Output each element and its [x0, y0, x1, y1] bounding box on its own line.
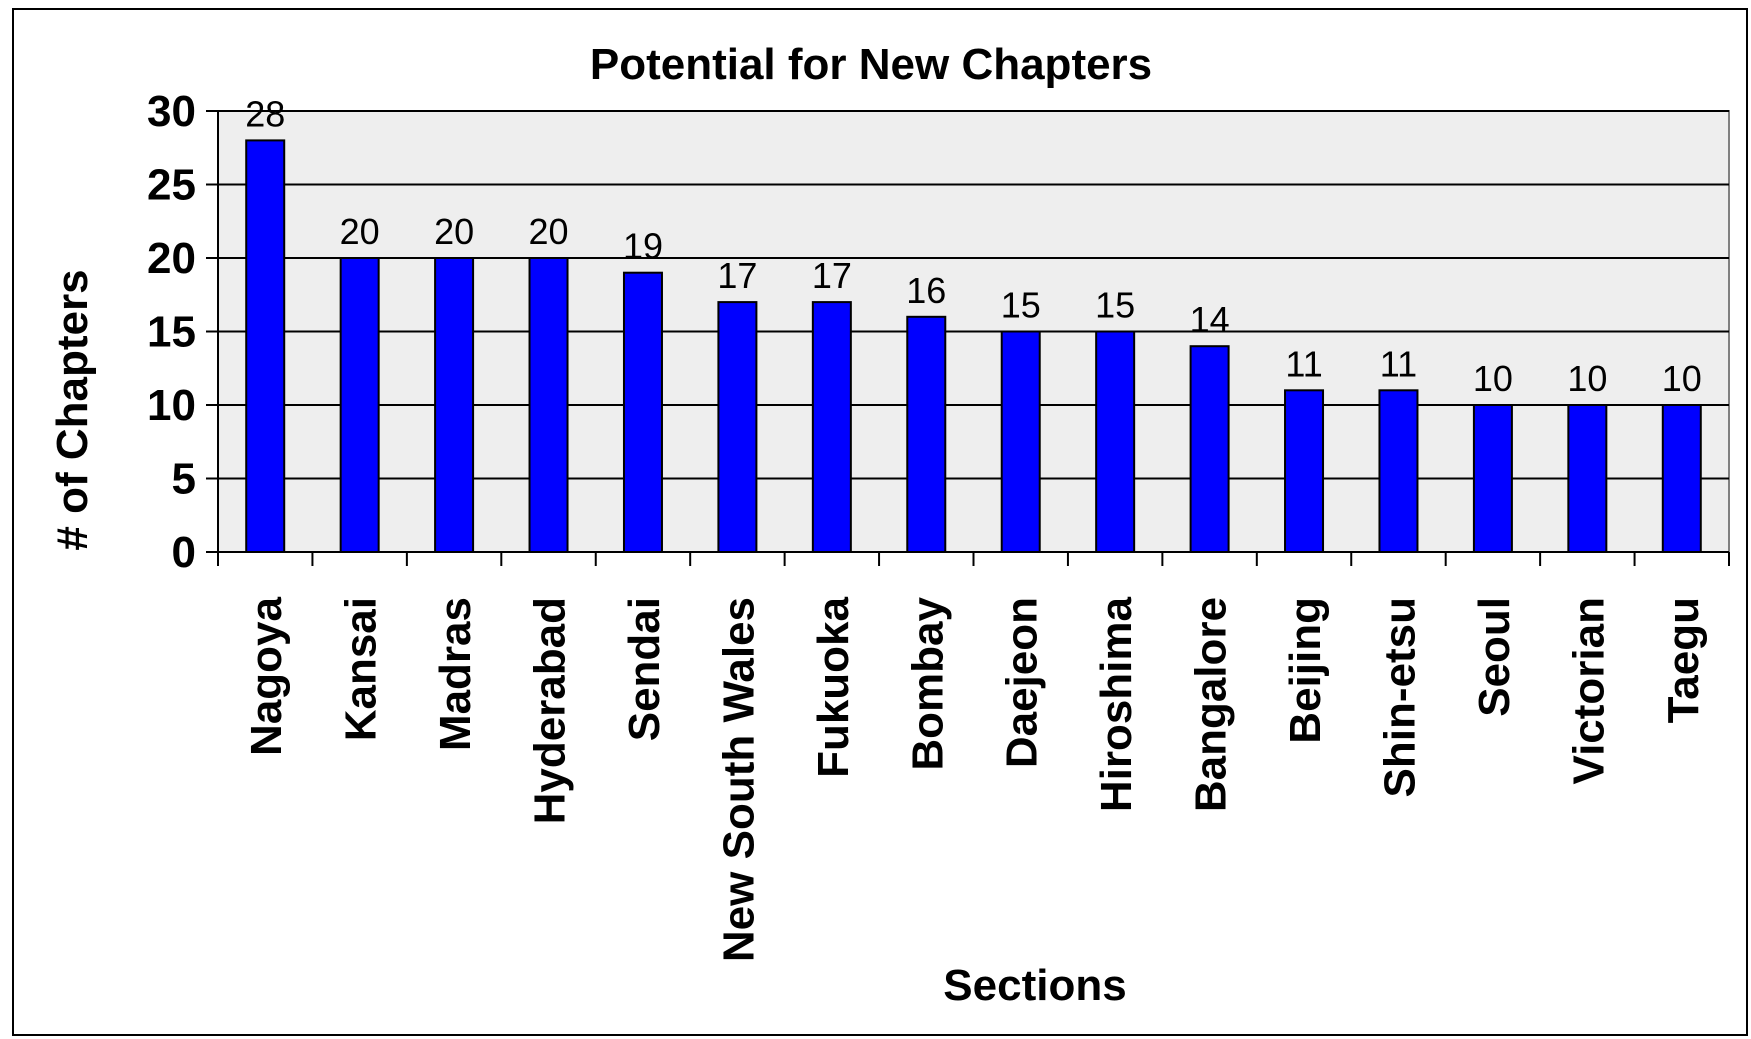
x-axis-label: Sections [943, 961, 1126, 1010]
data-label: 20 [434, 211, 474, 252]
bar-kansai [339, 257, 380, 553]
x-tick-label: Hyderabad [526, 597, 575, 824]
x-tick-label: New South Wales [714, 597, 763, 962]
y-tick-label: 20 [147, 234, 196, 283]
data-label: 19 [623, 226, 663, 267]
data-label: 10 [1473, 358, 1513, 399]
bar-victorian [1567, 404, 1608, 553]
x-tick-label: Hiroshima [1092, 596, 1141, 812]
x-tick-label: Nagoya [242, 596, 291, 755]
data-label: 11 [1380, 343, 1417, 384]
data-label: 28 [245, 93, 285, 134]
bar-sendai [622, 271, 663, 553]
x-tick-label: Seoul [1470, 597, 1519, 717]
x-tick-label: Bombay [903, 596, 952, 770]
x-tick-label: Fukuoka [809, 596, 858, 777]
bar-new-south-wales [717, 301, 758, 553]
x-tick-label: Beijing [1281, 597, 1330, 744]
x-tick-label: Madras [431, 597, 480, 751]
bar-hyderabad [528, 257, 569, 553]
data-label: 20 [340, 211, 380, 252]
bar-nagoya [245, 139, 286, 553]
bar-seoul [1472, 404, 1513, 553]
x-tick-label: Sendai [620, 597, 669, 741]
bar-taegu [1661, 404, 1702, 553]
bar-shin-etsu [1378, 389, 1419, 553]
bar-daejeon [1000, 330, 1041, 553]
x-axis-tick-labels: Nagoya Kansai Madras Hyderabad Sendai New Sou… [242, 596, 1708, 962]
y-tick-label: 10 [147, 381, 196, 430]
bar-hiroshima [1095, 330, 1136, 553]
y-tick-label: 30 [147, 87, 196, 136]
data-labels: 28 20 20 20 19 17 17 16 15 15 14 11 11 10 10 10 [245, 93, 1702, 399]
data-label: 11 [1285, 343, 1322, 384]
y-tick-label: 15 [147, 308, 196, 357]
data-label: 10 [1567, 358, 1607, 399]
data-label: 10 [1662, 358, 1702, 399]
y-tick-label: 5 [172, 455, 196, 504]
data-label: 17 [717, 255, 757, 296]
x-axis [217, 111, 1730, 566]
x-tick-label: Taegu [1659, 597, 1708, 723]
bars [245, 139, 1702, 554]
x-tick-label: Victorian [1564, 597, 1613, 784]
y-axis-ticks: 0 5 10 15 20 25 30 [147, 87, 218, 577]
data-label: 14 [1190, 299, 1230, 340]
data-label: 16 [906, 270, 946, 311]
data-label: 17 [812, 255, 852, 296]
bar-bombay [906, 315, 947, 553]
bar-fukuoka [811, 301, 852, 553]
y-tick-label: 25 [147, 161, 196, 210]
bar-beijing [1284, 389, 1325, 553]
data-label: 20 [529, 211, 569, 252]
chart-title: Potential for New Chapters [590, 40, 1152, 89]
x-tick-label: Bangalore [1187, 597, 1236, 812]
x-tick-label: Daejeon [998, 597, 1047, 768]
data-label: 15 [1095, 285, 1135, 326]
bar-bangalore [1189, 345, 1230, 554]
data-label: 15 [1001, 285, 1041, 326]
bar-madras [434, 257, 475, 553]
y-tick-label: 0 [172, 528, 196, 577]
y-axis-label: # of Chapters [48, 269, 97, 550]
x-tick-label: Shin-etsu [1375, 597, 1424, 797]
x-tick-label: Kansai [337, 597, 386, 741]
